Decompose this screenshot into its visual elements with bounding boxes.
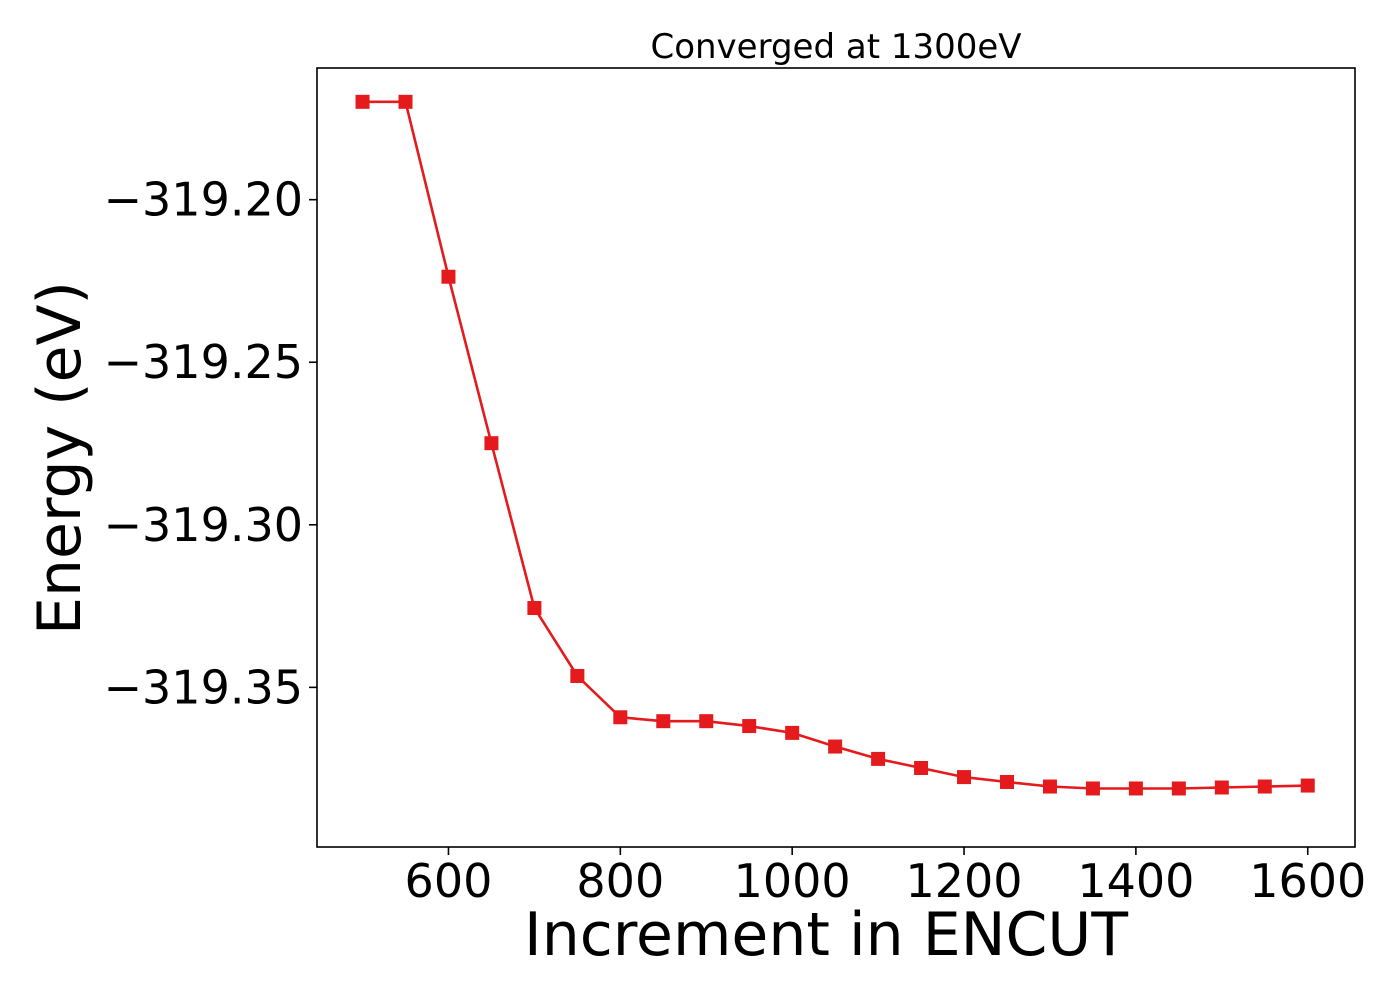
y-tick-label: −319.30 [104, 498, 304, 552]
data-point-marker [914, 760, 929, 775]
data-point-marker [742, 719, 757, 734]
data-point-marker [699, 714, 714, 729]
y-axis-label: Energy (eV) [25, 281, 95, 635]
x-axis-label: Increment in ENCUT [524, 900, 1128, 970]
y-tick-label: −319.25 [104, 335, 304, 389]
data-point-marker [1085, 781, 1100, 796]
data-point-marker [1042, 779, 1057, 794]
x-tick-label: 1000 [734, 854, 851, 908]
x-tick-label: 1400 [1077, 854, 1194, 908]
x-tick-label: 800 [576, 854, 664, 908]
data-point-marker [785, 725, 800, 740]
data-point-marker [570, 668, 585, 683]
data-point-marker [527, 601, 542, 616]
data-point-marker [441, 269, 456, 284]
data-point-marker [355, 94, 370, 109]
data-point-marker [1171, 781, 1186, 796]
data-point-marker [1214, 780, 1229, 795]
y-tick-label: −319.35 [104, 660, 304, 714]
data-point-marker [398, 94, 413, 109]
data-point-marker [957, 770, 972, 785]
chart-title: Converged at 1300eV [650, 27, 1021, 67]
y-axis-ticks: −319.20 −319.25 −319.30 −319.35 [104, 173, 317, 714]
data-point-marker [656, 714, 671, 729]
plot-frame [316, 67, 1356, 848]
data-point-marker [871, 751, 886, 766]
data-point-marker [1128, 781, 1143, 796]
series-line [362, 100, 1308, 790]
data-point-marker [999, 774, 1014, 789]
data-point-marker [484, 436, 499, 451]
data-point-marker [1300, 778, 1315, 793]
x-tick-label: 600 [405, 854, 493, 908]
x-axis-ticks: 600 800 1000 1200 1400 1600 [405, 847, 1366, 908]
x-tick-label: 1200 [905, 854, 1022, 908]
y-tick-label: −319.20 [104, 173, 304, 227]
data-point-marker [828, 739, 843, 754]
x-tick-label: 1600 [1249, 854, 1366, 908]
data-point-marker [1257, 779, 1272, 794]
data-point-marker [613, 710, 628, 725]
plot-series [355, 94, 1315, 796]
